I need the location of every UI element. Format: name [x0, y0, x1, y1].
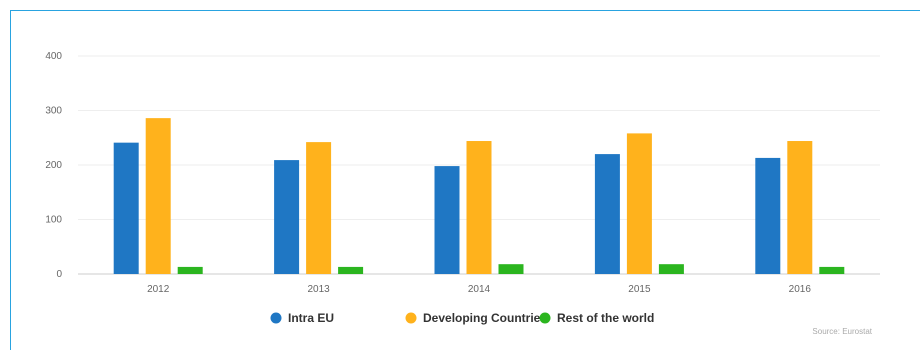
legend: Intra EU Developing Countries Rest of the … — [270, 311, 654, 325]
legend-label: Intra EU — [288, 311, 334, 325]
bar-chart: 0 100 200 300 400 2012 2013 2014 2015 2016 Intra… — [45, 51, 880, 336]
bar-developing-countries-2015 — [626, 133, 652, 274]
bar-developing-countries-2013 — [306, 142, 332, 274]
y-tick-label: 400 — [45, 51, 62, 62]
y-tick-label: 300 — [45, 106, 62, 117]
bar-rest-of-the-world-2016 — [819, 266, 845, 274]
legend-marker — [270, 312, 282, 324]
y-tick-label: 100 — [45, 215, 62, 226]
bars — [113, 118, 845, 274]
x-tick-label: 2015 — [628, 284, 651, 295]
y-tick-label: 200 — [45, 160, 62, 171]
source-label: Source: Eurostat — [812, 327, 872, 336]
legend-label: Rest of the world — [557, 311, 654, 325]
y-axis-ticks: 0 100 200 300 400 — [45, 51, 62, 280]
bar-developing-countries-2016 — [787, 141, 813, 274]
bar-developing-countries-2014 — [466, 141, 492, 274]
y-tick-label: 0 — [56, 269, 62, 280]
x-tick-label: 2012 — [147, 284, 170, 295]
x-tick-label: 2014 — [468, 284, 491, 295]
x-tick-label: 2016 — [789, 284, 812, 295]
bar-intra-eu-2013 — [274, 160, 300, 274]
bar-rest-of-the-world-2012 — [177, 266, 203, 274]
legend-marker — [405, 312, 417, 324]
bar-intra-eu-2016 — [755, 157, 781, 274]
bar-developing-countries-2012 — [145, 118, 171, 274]
x-tick-label: 2013 — [307, 284, 330, 295]
bar-rest-of-the-world-2014 — [498, 264, 524, 274]
legend-label: Developing Countries — [423, 311, 547, 325]
bar-intra-eu-2014 — [434, 166, 460, 274]
bar-rest-of-the-world-2015 — [658, 264, 684, 274]
bar-intra-eu-2015 — [594, 154, 620, 274]
bar-intra-eu-2012 — [113, 142, 139, 274]
legend-marker — [539, 312, 551, 324]
bar-rest-of-the-world-2013 — [338, 266, 364, 274]
x-axis-ticks: 2012 2013 2014 2015 2016 — [147, 284, 811, 295]
